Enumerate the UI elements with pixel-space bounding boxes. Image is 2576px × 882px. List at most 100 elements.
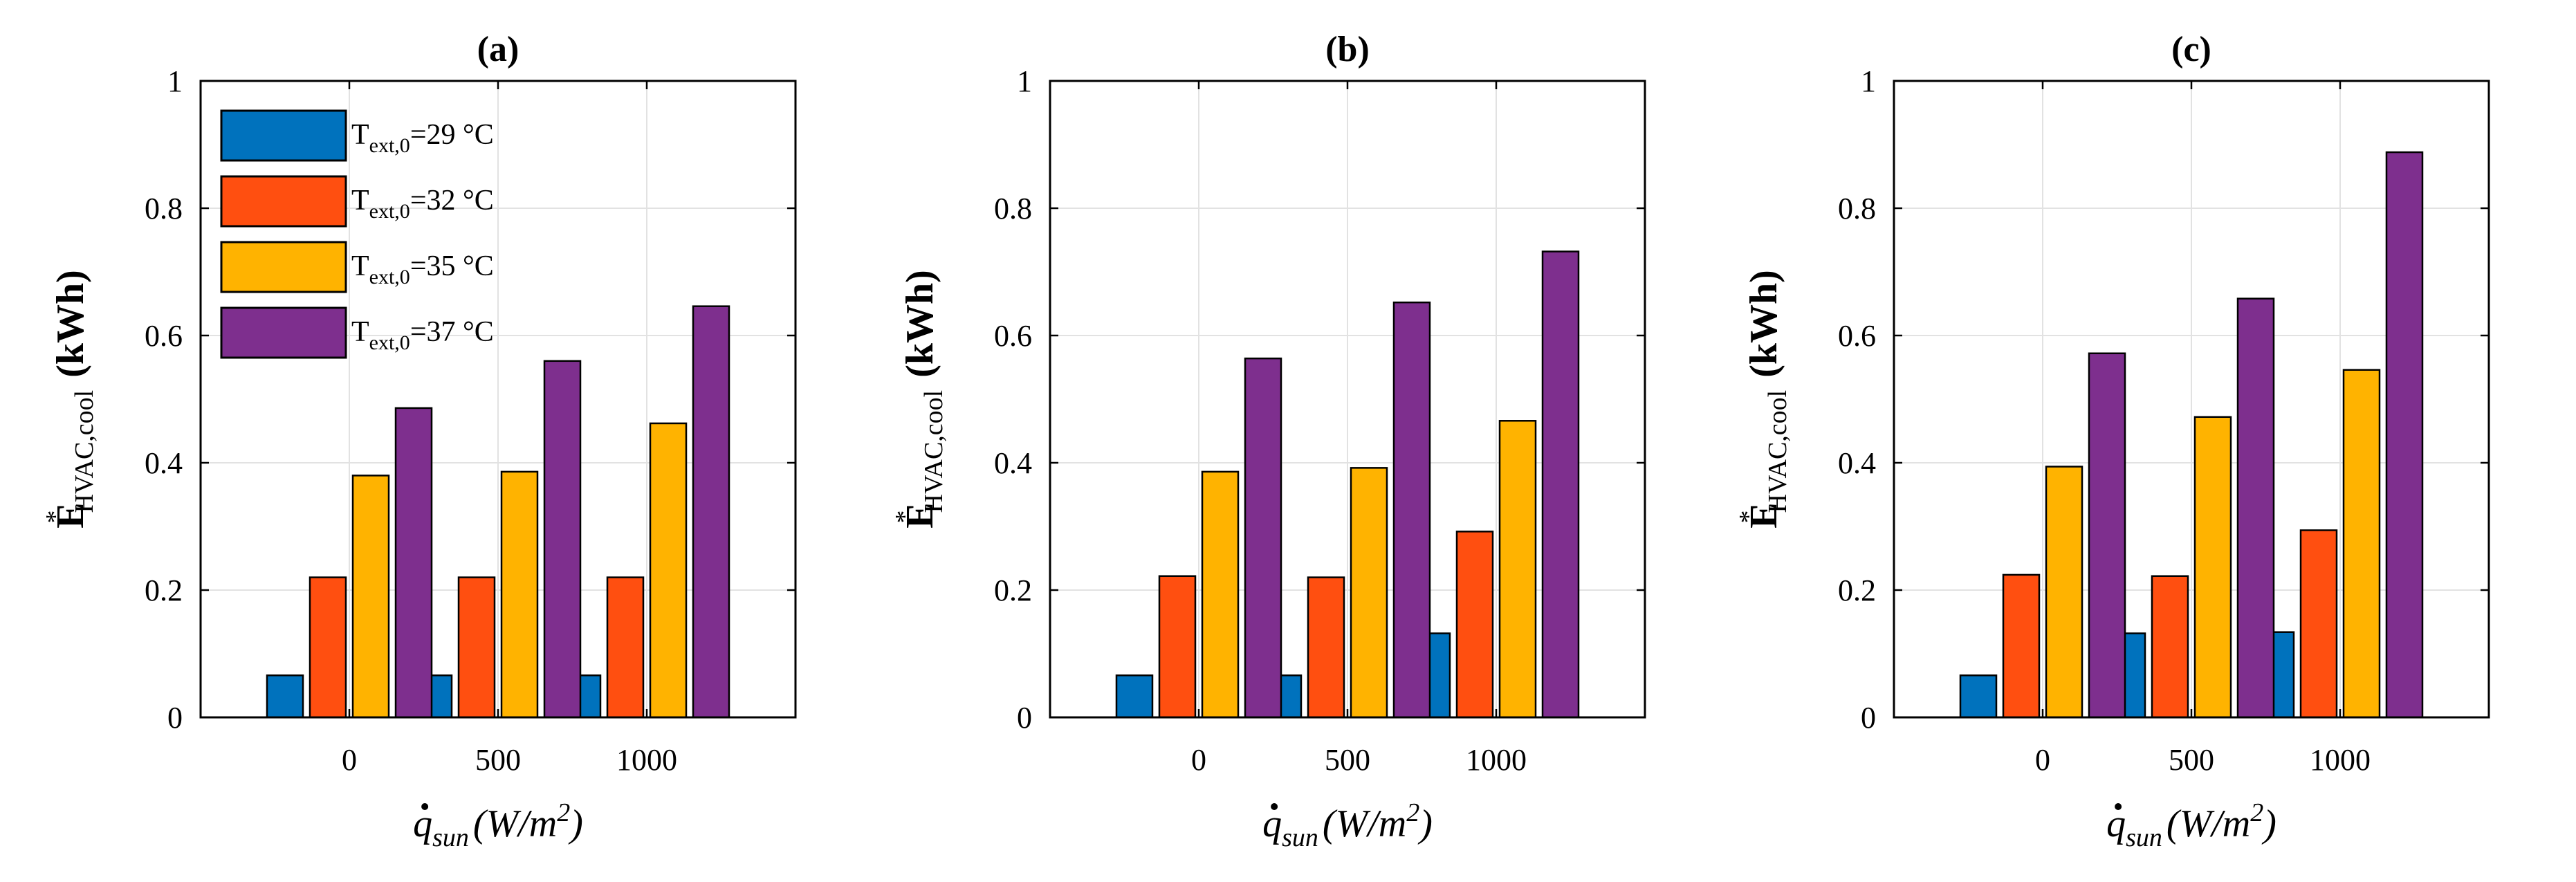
y-tick-label: 0.6	[145, 319, 183, 353]
x-label-unit-end: )	[2261, 802, 2276, 845]
bar-1000-series-2	[606, 576, 645, 719]
y-axis-label: E*HVAC,cool (kWh)	[1734, 270, 1792, 529]
bar-1000-series-3	[649, 422, 688, 719]
bar-1000-series-3	[2342, 369, 2381, 719]
legend-label-1: Text,0=29 °C	[351, 119, 494, 157]
y-label-unit: (kWh)	[49, 270, 92, 378]
x-label-symbol: q	[413, 802, 432, 845]
x-label-unit: (W/m	[1323, 802, 1406, 845]
legend-label-2: Text,0=32 °C	[351, 185, 494, 223]
x-axis-label: qsun (W/m2)	[2106, 798, 2276, 852]
bar-500-series-3	[500, 470, 539, 719]
x-label-symbol: q	[1262, 802, 1282, 845]
x-label-unit-end: )	[1417, 802, 1433, 845]
panel-title: (a)	[477, 30, 519, 69]
y-label-subscript: HVAC,cool	[919, 390, 948, 513]
bar-1000-series-2	[2299, 529, 2338, 719]
x-label-unit-sup: 2	[2250, 798, 2263, 827]
x-label-unit-sup: 2	[1406, 798, 1419, 827]
y-tick-label: 0.4	[1838, 446, 1876, 480]
legend-label-3: Text,0=35 °C	[351, 250, 494, 288]
y-label-subscript: HVAC,cool	[70, 390, 99, 513]
y-tick-label: 0.4	[145, 446, 183, 480]
panel-a: 0 0.2 0.4 0.6 0.8 1 0 500 1000 (a) qsun (W/m2) E*HVA…	[41, 30, 797, 852]
bar-500-series-2	[457, 576, 496, 719]
bar-0-series-1	[1115, 674, 1154, 719]
panel-title: (c)	[2171, 30, 2211, 69]
y-label-subscript: HVAC,cool	[1763, 390, 1792, 513]
bar-500-series-3	[2193, 416, 2232, 719]
y-tick-label: 0.2	[994, 573, 1032, 607]
y-tick-label: 0.4	[994, 446, 1032, 480]
y-tick-label: 0	[167, 701, 183, 735]
bar-0-series-2	[309, 576, 347, 719]
bar-0-series-3	[1201, 470, 1240, 719]
x-label-subscript: sun	[1282, 823, 1318, 852]
x-tick-label: 0	[1191, 743, 1206, 777]
panel-b: 0 0.2 0.4 0.6 0.8 1 0 500 1000 (b) qsun (W/m2) E*HVA…	[890, 30, 1646, 852]
y-tick-label: 1	[1017, 64, 1032, 98]
q-dot-accent	[1271, 803, 1278, 810]
bar-500-series-4	[2236, 297, 2275, 719]
x-axis-label: qsun (W/m2)	[1262, 798, 1433, 852]
x-label-unit-end: )	[568, 802, 583, 845]
bar-500-series-2	[1307, 576, 1345, 719]
bar-0-series-4	[1244, 357, 1282, 719]
bar-1000-series-2	[1455, 531, 1494, 719]
legend-label-value: =37 °C	[410, 316, 494, 348]
legend-swatch-2	[220, 175, 347, 228]
legend-swatch-1	[220, 109, 347, 162]
bar-500-series-4	[1392, 301, 1431, 719]
y-tick-label: 0	[1861, 701, 1876, 735]
bar-0-series-2	[2002, 573, 2041, 719]
panel-c: 0 0.2 0.4 0.6 0.8 1 0 500 1000 (c) qsun (W/m2) E*HVA…	[1734, 30, 2490, 852]
y-tick-label: 0.2	[145, 573, 183, 607]
x-label-subscript: sun	[432, 823, 469, 852]
legend-label-subscript: ext,0	[369, 331, 410, 354]
x-label-unit: (W/m	[2166, 802, 2250, 845]
panel-title: (b)	[1325, 30, 1370, 69]
y-tick-label: 1	[167, 64, 183, 98]
q-dot-accent	[421, 803, 429, 810]
y-label-superscript: *	[41, 510, 70, 523]
y-label-unit: (kWh)	[899, 270, 941, 378]
legend-label-subscript: ext,0	[369, 200, 410, 223]
legend-swatch-3	[220, 241, 347, 293]
y-tick-label: 0	[1017, 701, 1032, 735]
x-label-subscript: sun	[2126, 823, 2162, 852]
y-label-superscript: *	[1734, 510, 1763, 523]
x-tick-label: 1000	[2310, 743, 2371, 777]
y-axis-label: E*HVAC,cool (kWh)	[890, 270, 948, 529]
legend-label-symbol: T	[351, 250, 369, 282]
y-axis-label: E*HVAC,cool (kWh)	[41, 270, 99, 529]
x-tick-label: 500	[2169, 743, 2214, 777]
legend-label-subscript: ext,0	[369, 266, 410, 288]
y-tick-label: 0.8	[145, 192, 183, 226]
bar-1000-series-4	[1541, 250, 1580, 719]
y-label-symbol: E	[49, 502, 92, 528]
legend-label-symbol: T	[351, 316, 369, 348]
y-tick-label: 0.8	[994, 192, 1032, 226]
x-tick-label: 1000	[616, 743, 677, 777]
q-dot-accent	[2115, 803, 2122, 810]
x-axis-label: qsun (W/m2)	[413, 798, 583, 852]
x-tick-label: 1000	[1466, 743, 1527, 777]
y-tick-label: 0.6	[1838, 319, 1876, 353]
legend-label-value: =29 °C	[410, 119, 494, 151]
x-tick-label: 0	[2035, 743, 2050, 777]
y-label-unit: (kWh)	[1742, 270, 1785, 378]
bar-0-series-4	[394, 407, 433, 719]
bar-1000-series-3	[1498, 420, 1537, 719]
y-label-symbol: E	[899, 502, 941, 528]
x-label-symbol: q	[2106, 802, 2126, 845]
legend-swatch-4	[220, 306, 347, 359]
legend-label-value: =32 °C	[410, 185, 494, 217]
bar-0-series-4	[2088, 352, 2126, 719]
legend-label-subscript: ext,0	[369, 134, 410, 157]
legend-label-4: Text,0=37 °C	[351, 316, 494, 354]
legend-label-value: =35 °C	[410, 250, 494, 282]
y-tick-label: 0.8	[1838, 192, 1876, 226]
bar-0-series-2	[1158, 575, 1197, 719]
